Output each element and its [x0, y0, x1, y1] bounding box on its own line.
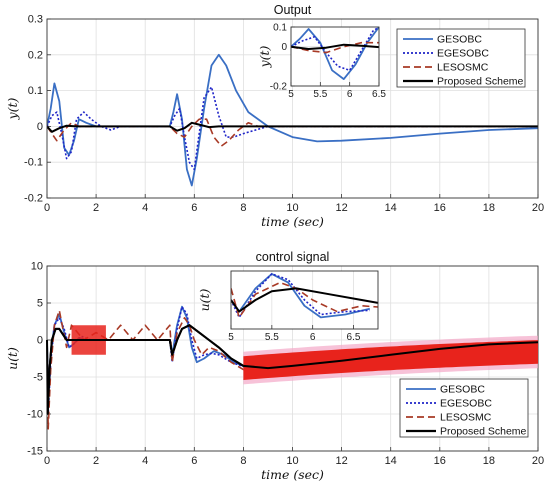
series-line-gesobc — [291, 27, 379, 80]
legend-entry-label: Proposed Scheme — [440, 426, 527, 438]
x-tick-label: 2 — [93, 455, 99, 467]
series-line-proposed-scheme — [47, 121, 538, 133]
legend-entry-label: GESOBC — [440, 384, 485, 396]
x-tick-label: 5.5 — [265, 332, 279, 343]
series-line-egesobc — [291, 27, 379, 72]
y-tick-label: -0.2 — [270, 82, 288, 93]
x-tick-label: 20 — [532, 202, 544, 214]
x-tick-label: 10 — [286, 202, 298, 214]
x-tick-label: 18 — [483, 455, 495, 467]
x-tick-label: 10 — [286, 455, 298, 467]
series-line-proposed-scheme — [231, 287, 378, 313]
x-tick-label: 12 — [335, 202, 347, 214]
y-tick-label: 0.2 — [28, 49, 43, 61]
x-tick-label: 6 — [310, 332, 316, 343]
x-tick-label: 8 — [240, 202, 246, 214]
series-group — [47, 53, 538, 187]
plot-3: 5 5.5 6 6.5 u(t) — [197, 270, 379, 343]
x-tick-label: 0 — [44, 202, 50, 214]
chart-title: control signal — [256, 250, 330, 264]
x-tick-label: 5 — [288, 89, 294, 100]
y-tick-label: 0.1 — [28, 85, 43, 97]
chattering-band — [46, 324, 539, 415]
y-tick-label: 0 — [281, 42, 287, 53]
plot-frame — [230, 270, 379, 330]
series-group — [291, 27, 379, 80]
legend-entry-label: GESOBC — [437, 34, 482, 46]
chattering-band-core — [243, 340, 538, 380]
x-axis-label: time (sec) — [261, 214, 324, 229]
x-tick-label: 6.5 — [347, 332, 361, 343]
y-axis-label: y(t) — [5, 97, 20, 120]
legend-entry-label: LESOSMC — [440, 412, 492, 424]
legend-entry-label: Proposed Scheme — [437, 76, 524, 88]
x-tick-label: 4 — [142, 455, 148, 467]
x-tick-label: 16 — [434, 455, 446, 467]
x-tick-label: 14 — [385, 202, 397, 214]
x-tick-label: 6.5 — [372, 89, 386, 100]
legend-entry-label: EGESOBC — [440, 398, 492, 410]
x-tick-label: 14 — [385, 455, 397, 467]
plot-area — [291, 27, 379, 86]
x-tick-label: 20 — [532, 455, 544, 467]
legend-1: GESOBC EGESOBC LESOSMC Proposed Scheme — [399, 378, 529, 438]
chart-title: Output — [274, 3, 312, 17]
y-tick-label: -15 — [27, 446, 43, 458]
x-tick-label: 6 — [191, 202, 197, 214]
x-tick-label: 12 — [335, 455, 347, 467]
x-axis-label: time (sec) — [261, 467, 324, 482]
series-line-proposed-scheme-top — [46, 324, 539, 415]
x-tick-label: 8 — [240, 455, 246, 467]
x-tick-label: 0 — [44, 455, 50, 467]
y-tick-label: 0 — [37, 121, 43, 133]
y-tick-label: 10 — [31, 261, 43, 273]
x-tick-label: 6 — [347, 89, 353, 100]
x-tick-label: 16 — [434, 202, 446, 214]
y-axis-label: u(t) — [5, 347, 20, 370]
plot-1: 5 5.5 6 6.5 -0.2 0 0.1y(t) — [257, 23, 386, 101]
y-tick-label: 0 — [37, 335, 43, 347]
plot-frame — [290, 26, 380, 87]
plot-frame — [46, 18, 539, 199]
series-line-proposed-scheme — [291, 43, 379, 50]
series-line-gesobc — [231, 273, 371, 319]
x-tick-label: 5.5 — [313, 89, 327, 100]
series-line-lesosmc — [47, 118, 538, 147]
x-tick-label: 18 — [483, 202, 495, 214]
legend-entry-label: EGESOBC — [437, 48, 489, 60]
y-axis-label: u(t) — [197, 288, 212, 311]
x-tick-label: 4 — [142, 202, 148, 214]
x-tick-label: 2 — [93, 202, 99, 214]
y-tick-label: -5 — [33, 372, 43, 384]
series-line-egesobc — [47, 86, 538, 171]
y-tick-label: -0.2 — [24, 193, 43, 205]
x-tick-label: 5 — [228, 332, 234, 343]
legend-entry-label: LESOSMC — [437, 62, 489, 74]
y-tick-label: 5 — [37, 298, 43, 310]
y-axis-label: y(t) — [257, 45, 272, 68]
y-tick-label: 0.1 — [273, 23, 287, 34]
y-tick-label: -0.1 — [24, 157, 43, 169]
series-group — [231, 273, 378, 319]
x-tick-label: 6 — [191, 455, 197, 467]
series-line-lesosmc — [291, 41, 379, 54]
legend-0: GESOBC EGESOBC LESOSMC Proposed Scheme — [396, 28, 526, 88]
y-tick-label: 0.3 — [28, 14, 43, 26]
y-tick-label: -10 — [27, 409, 43, 421]
